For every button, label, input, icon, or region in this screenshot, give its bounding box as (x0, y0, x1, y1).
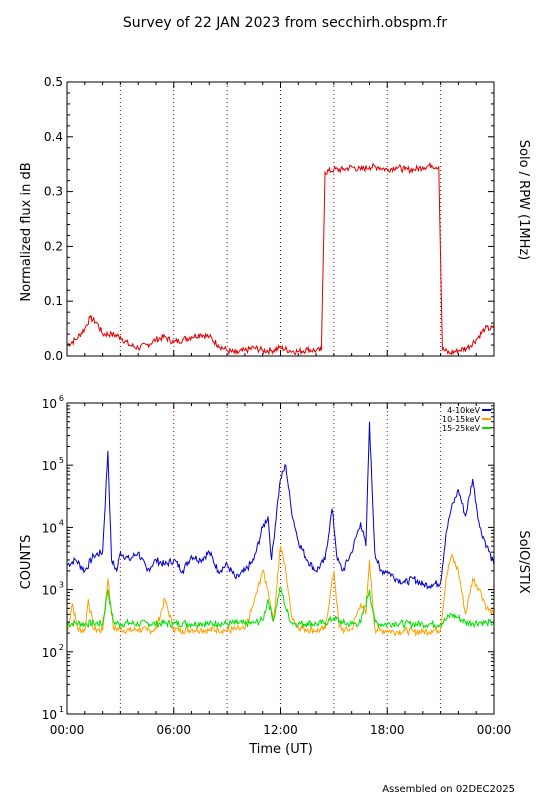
stix-instrument-label: SolO/STIX (516, 530, 531, 593)
rpw-panel: 0.0 0.1 0.2 0.3 0.4 0.5 Normalized flux in dB… (19, 75, 531, 363)
x-tick-label: 18:00 (370, 723, 405, 737)
y-tick-label: 10 (42, 521, 57, 535)
y-tick-label: 0.5 (44, 75, 63, 89)
rpw-time-gridlines (119, 82, 442, 356)
stix-x-axis: 00:00 06:00 12:00 18:00 00:00 (50, 403, 512, 737)
y-tick-exponent: 5 (59, 456, 64, 465)
time-axis-label: Time (UT) (248, 742, 313, 757)
legend-label: 10-15keV (442, 415, 481, 424)
figure-title: Survey of 22 JAN 2023 from secchirh.obsp… (123, 15, 447, 31)
rpw-series (66, 162, 495, 356)
stix-series-line-10-15keV (66, 546, 495, 638)
stix-y-axis-label: COUNTS (19, 535, 34, 590)
y-tick-label: 0.3 (44, 185, 63, 199)
stix-series-line-15-25keV (67, 585, 495, 630)
rpw-y-axis-label: Normalized flux in dB (19, 162, 34, 301)
y-tick-label: 10 (42, 646, 57, 660)
stix-time-gridlines (119, 403, 442, 714)
y-tick-label: 0.2 (44, 239, 63, 253)
assembly-footer: Assembled on 02DEC2025 (382, 784, 515, 795)
y-tick-exponent: 3 (59, 581, 64, 590)
rpw-flux-line (66, 162, 495, 356)
y-tick-label: 10 (42, 708, 57, 722)
y-tick-exponent: 6 (59, 394, 64, 403)
rpw-x-axis (66, 82, 495, 356)
legend-label: 15-25keV (442, 424, 481, 433)
x-tick-label: 06:00 (156, 723, 191, 737)
rpw-y-axis: 0.0 0.1 0.2 0.3 0.4 0.5 (44, 75, 494, 363)
y-tick-exponent: 4 (59, 518, 64, 527)
y-tick-label: 0.0 (44, 349, 63, 363)
y-tick-label: 10 (42, 584, 57, 598)
x-tick-label: 00:00 (50, 723, 85, 737)
rpw-instrument-label: Solo / RPW (1MHz) (516, 140, 531, 261)
x-tick-label: 00:00 (477, 723, 512, 737)
y-tick-label: 0.1 (44, 294, 63, 308)
stix-series-line-4-10keV (66, 421, 495, 590)
stix-series (66, 421, 495, 638)
y-tick-label: 0.4 (44, 130, 63, 144)
y-tick-exponent: 2 (59, 643, 64, 652)
legend-label: 4-10keV (447, 406, 480, 415)
y-tick-label: 10 (42, 397, 57, 411)
y-tick-label: 10 (42, 459, 57, 473)
x-tick-label: 12:00 (263, 723, 298, 737)
y-tick-exponent: 1 (59, 705, 64, 714)
